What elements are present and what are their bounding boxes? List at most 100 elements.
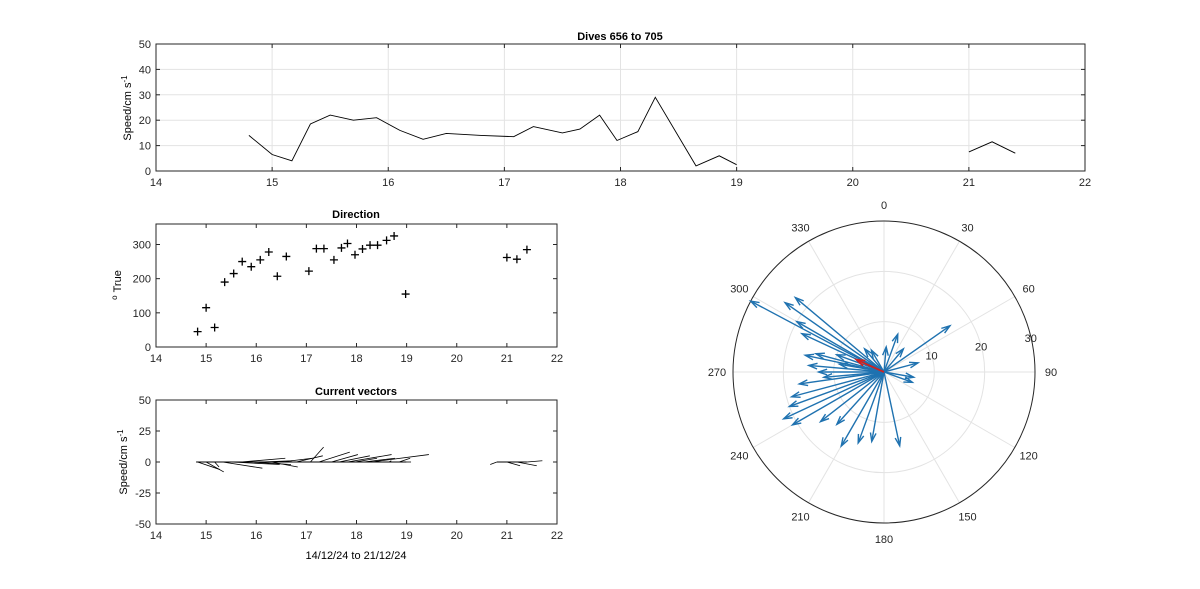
polar-angle-label: 240 [730, 451, 748, 463]
current-vector [516, 461, 537, 467]
vectors-y-tick-label: 50 [139, 395, 151, 407]
vectors-x-tick-label: 17 [300, 530, 312, 542]
direction-y-tick-label: 0 [145, 342, 151, 354]
speed-y-tick-label: 10 [139, 141, 151, 153]
polar-vector-arrow-head [821, 373, 833, 381]
polar-mean-arrow-head [853, 358, 866, 367]
direction-point [319, 244, 328, 253]
direction-x-tick-label: 18 [350, 353, 362, 365]
direction-point [350, 250, 359, 259]
polar-vector-arrow [871, 371, 885, 442]
polar-angle-label: 90 [1045, 367, 1057, 379]
polar-vector-arrow-head [881, 344, 889, 356]
polar-vector-arrow [883, 362, 919, 373]
direction-point [343, 239, 352, 248]
vectors-x-tick-label: 20 [451, 530, 463, 542]
speed-y-tick-label: 30 [139, 90, 151, 102]
speed-series-line [248, 96, 737, 167]
direction-point [193, 327, 202, 336]
speed-x-tick-label: 22 [1079, 177, 1091, 189]
polar-spoke [883, 371, 1016, 448]
speed-y-axis-label: Speed/cm s-1 [120, 75, 134, 141]
polar-vector-arrow-head [794, 320, 806, 329]
current-vector [241, 457, 286, 463]
speed-chart-title: Dives 656 to 705 [577, 31, 663, 43]
polar-vector-arrow [783, 371, 885, 420]
polar-vector-arrow [883, 371, 913, 383]
direction-y-axis-label: oTrue [110, 270, 124, 300]
direction-y-tick-label: 200 [133, 274, 151, 286]
current-vector [231, 461, 280, 465]
speed-x-tick-label: 14 [150, 177, 162, 189]
direction-point [337, 243, 346, 252]
polar-vector-arrow-head [783, 301, 794, 311]
direction-x-tick-label: 16 [250, 353, 262, 365]
vectors-chart-title: Current vectors [315, 386, 397, 398]
polar-vector-arrow-head [793, 296, 804, 306]
direction-x-tick-label: 17 [300, 353, 312, 365]
speed-series-line [968, 141, 1016, 154]
speed-y-tick-label: 20 [139, 115, 151, 127]
direction-point [247, 262, 256, 271]
direction-point [502, 253, 511, 262]
polar-vector-arrow-head [909, 361, 921, 369]
direction-axes-box [155, 223, 558, 348]
polar-vector-arrow [789, 371, 885, 408]
direction-point [512, 255, 521, 264]
polar-angle-label: 0 [881, 200, 887, 212]
polar-ring [782, 270, 986, 474]
current-vectors-chart: Current vectors Speed/cm s-1 14/12/24 to… [116, 386, 563, 562]
polar-vector-arrow-head [803, 353, 815, 361]
polar-angle-label: 180 [875, 534, 893, 546]
polar-angle-label: 330 [791, 222, 809, 234]
speed-x-tick-label: 17 [498, 177, 510, 189]
direction-chart-title: Direction [332, 209, 380, 221]
speed-y-tick-label: 50 [139, 39, 151, 51]
polar-vector-arrow [794, 297, 885, 373]
polar-r-tick-label: 30 [1025, 333, 1037, 345]
polar-vector-arrow-head [816, 368, 828, 376]
vectors-x-axis-label: 14/12/24 to 21/12/24 [306, 550, 407, 562]
polar-vector-arrow-head [813, 352, 825, 360]
polar-vector-arrow-head [863, 347, 873, 358]
polar-vector-arrow [796, 321, 885, 373]
vectors-y-tick-label: -25 [135, 488, 151, 500]
polar-vector-arrow-head [835, 415, 846, 427]
direction-point [329, 255, 338, 264]
direction-point [382, 236, 391, 245]
current-vector [271, 461, 298, 468]
vectors-x-tick-label: 19 [401, 530, 413, 542]
polar-vector-arrow-head [818, 413, 830, 423]
vectors-y-tick-label: 0 [145, 457, 151, 469]
polar-vector-arrow [799, 371, 885, 385]
polar-vector-arrow [808, 364, 885, 373]
polar-angle-label: 120 [1019, 451, 1037, 463]
polar-vector-arrow-head [789, 391, 801, 398]
polar-spoke [883, 371, 960, 504]
vectors-x-tick-label: 14 [150, 530, 162, 542]
current-vector [331, 454, 359, 463]
polar-vector-arrow-head [837, 362, 849, 370]
polar-vector-arrow-head [840, 437, 849, 449]
polar-vector-arrow [883, 371, 901, 446]
direction-point [366, 241, 375, 250]
current-vector [490, 461, 497, 465]
polar-angle-label: 30 [961, 222, 973, 234]
speed-line-chart: Dives 656 to 705 Speed/cm s-1 14 15 16 17 18… [120, 31, 1091, 189]
polar-r-tick-label: 20 [975, 342, 987, 354]
polar-vector-arrow [870, 349, 885, 373]
current-vector [371, 454, 429, 463]
speed-y-tick-label: 40 [139, 64, 151, 76]
polar-vector-arrow-head [870, 348, 879, 360]
current-vector [388, 460, 392, 463]
current-vector [506, 461, 521, 467]
speed-x-tick-label: 16 [382, 177, 394, 189]
current-vector [526, 460, 543, 463]
direction-x-tick-label: 20 [451, 353, 463, 365]
current-vector [338, 455, 370, 463]
speed-x-tick-label: 19 [731, 177, 743, 189]
polar-vector-arrow [883, 348, 904, 373]
direction-x-tick-label: 15 [200, 353, 212, 365]
direction-point [373, 241, 382, 250]
